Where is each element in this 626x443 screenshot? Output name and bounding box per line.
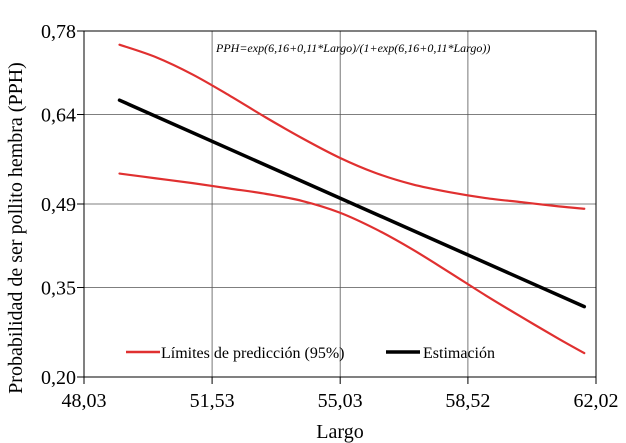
y-tick-label: 0,49 [41, 194, 76, 216]
x-tick-label: 55,03 [318, 390, 363, 412]
x-tick-label: 62,02 [574, 390, 619, 412]
x-tick-label: 48,03 [62, 390, 107, 412]
x-axis-title: Largo [316, 421, 363, 443]
y-tick-label: 0,78 [41, 21, 76, 43]
series-line-upper [118, 43, 586, 210]
y-tick-label: 0,64 [41, 105, 76, 127]
legend-label-estimate: Estimación [423, 345, 495, 362]
formula-annotation: PPH=exp(6,16+0,11*Largo)/(1+exp(6,16+0,1… [215, 41, 490, 55]
legend: Límites de predicción (95%) Estimación [126, 345, 495, 362]
y-tick-label: 0,20 [41, 367, 76, 389]
x-tick-label: 51,53 [190, 390, 235, 412]
grid-lines [84, 31, 596, 377]
series-line-lower [118, 172, 586, 355]
legend-label-bounds: Límites de predicción (95%) [161, 345, 345, 362]
series-layer [117, 43, 587, 355]
tick-labels: 48,03 51,53 55,03 58,52 62,02 0,78 0,64 0,49 0,3… [41, 21, 619, 412]
x-tick-label: 58,52 [445, 390, 490, 412]
y-tick-label: 0,35 [41, 278, 76, 300]
axis-ticks [77, 30, 597, 384]
series-line-estimate [117, 98, 587, 309]
y-axis-title: Probabilidad de ser pollito hembra (PPH) [5, 62, 27, 394]
